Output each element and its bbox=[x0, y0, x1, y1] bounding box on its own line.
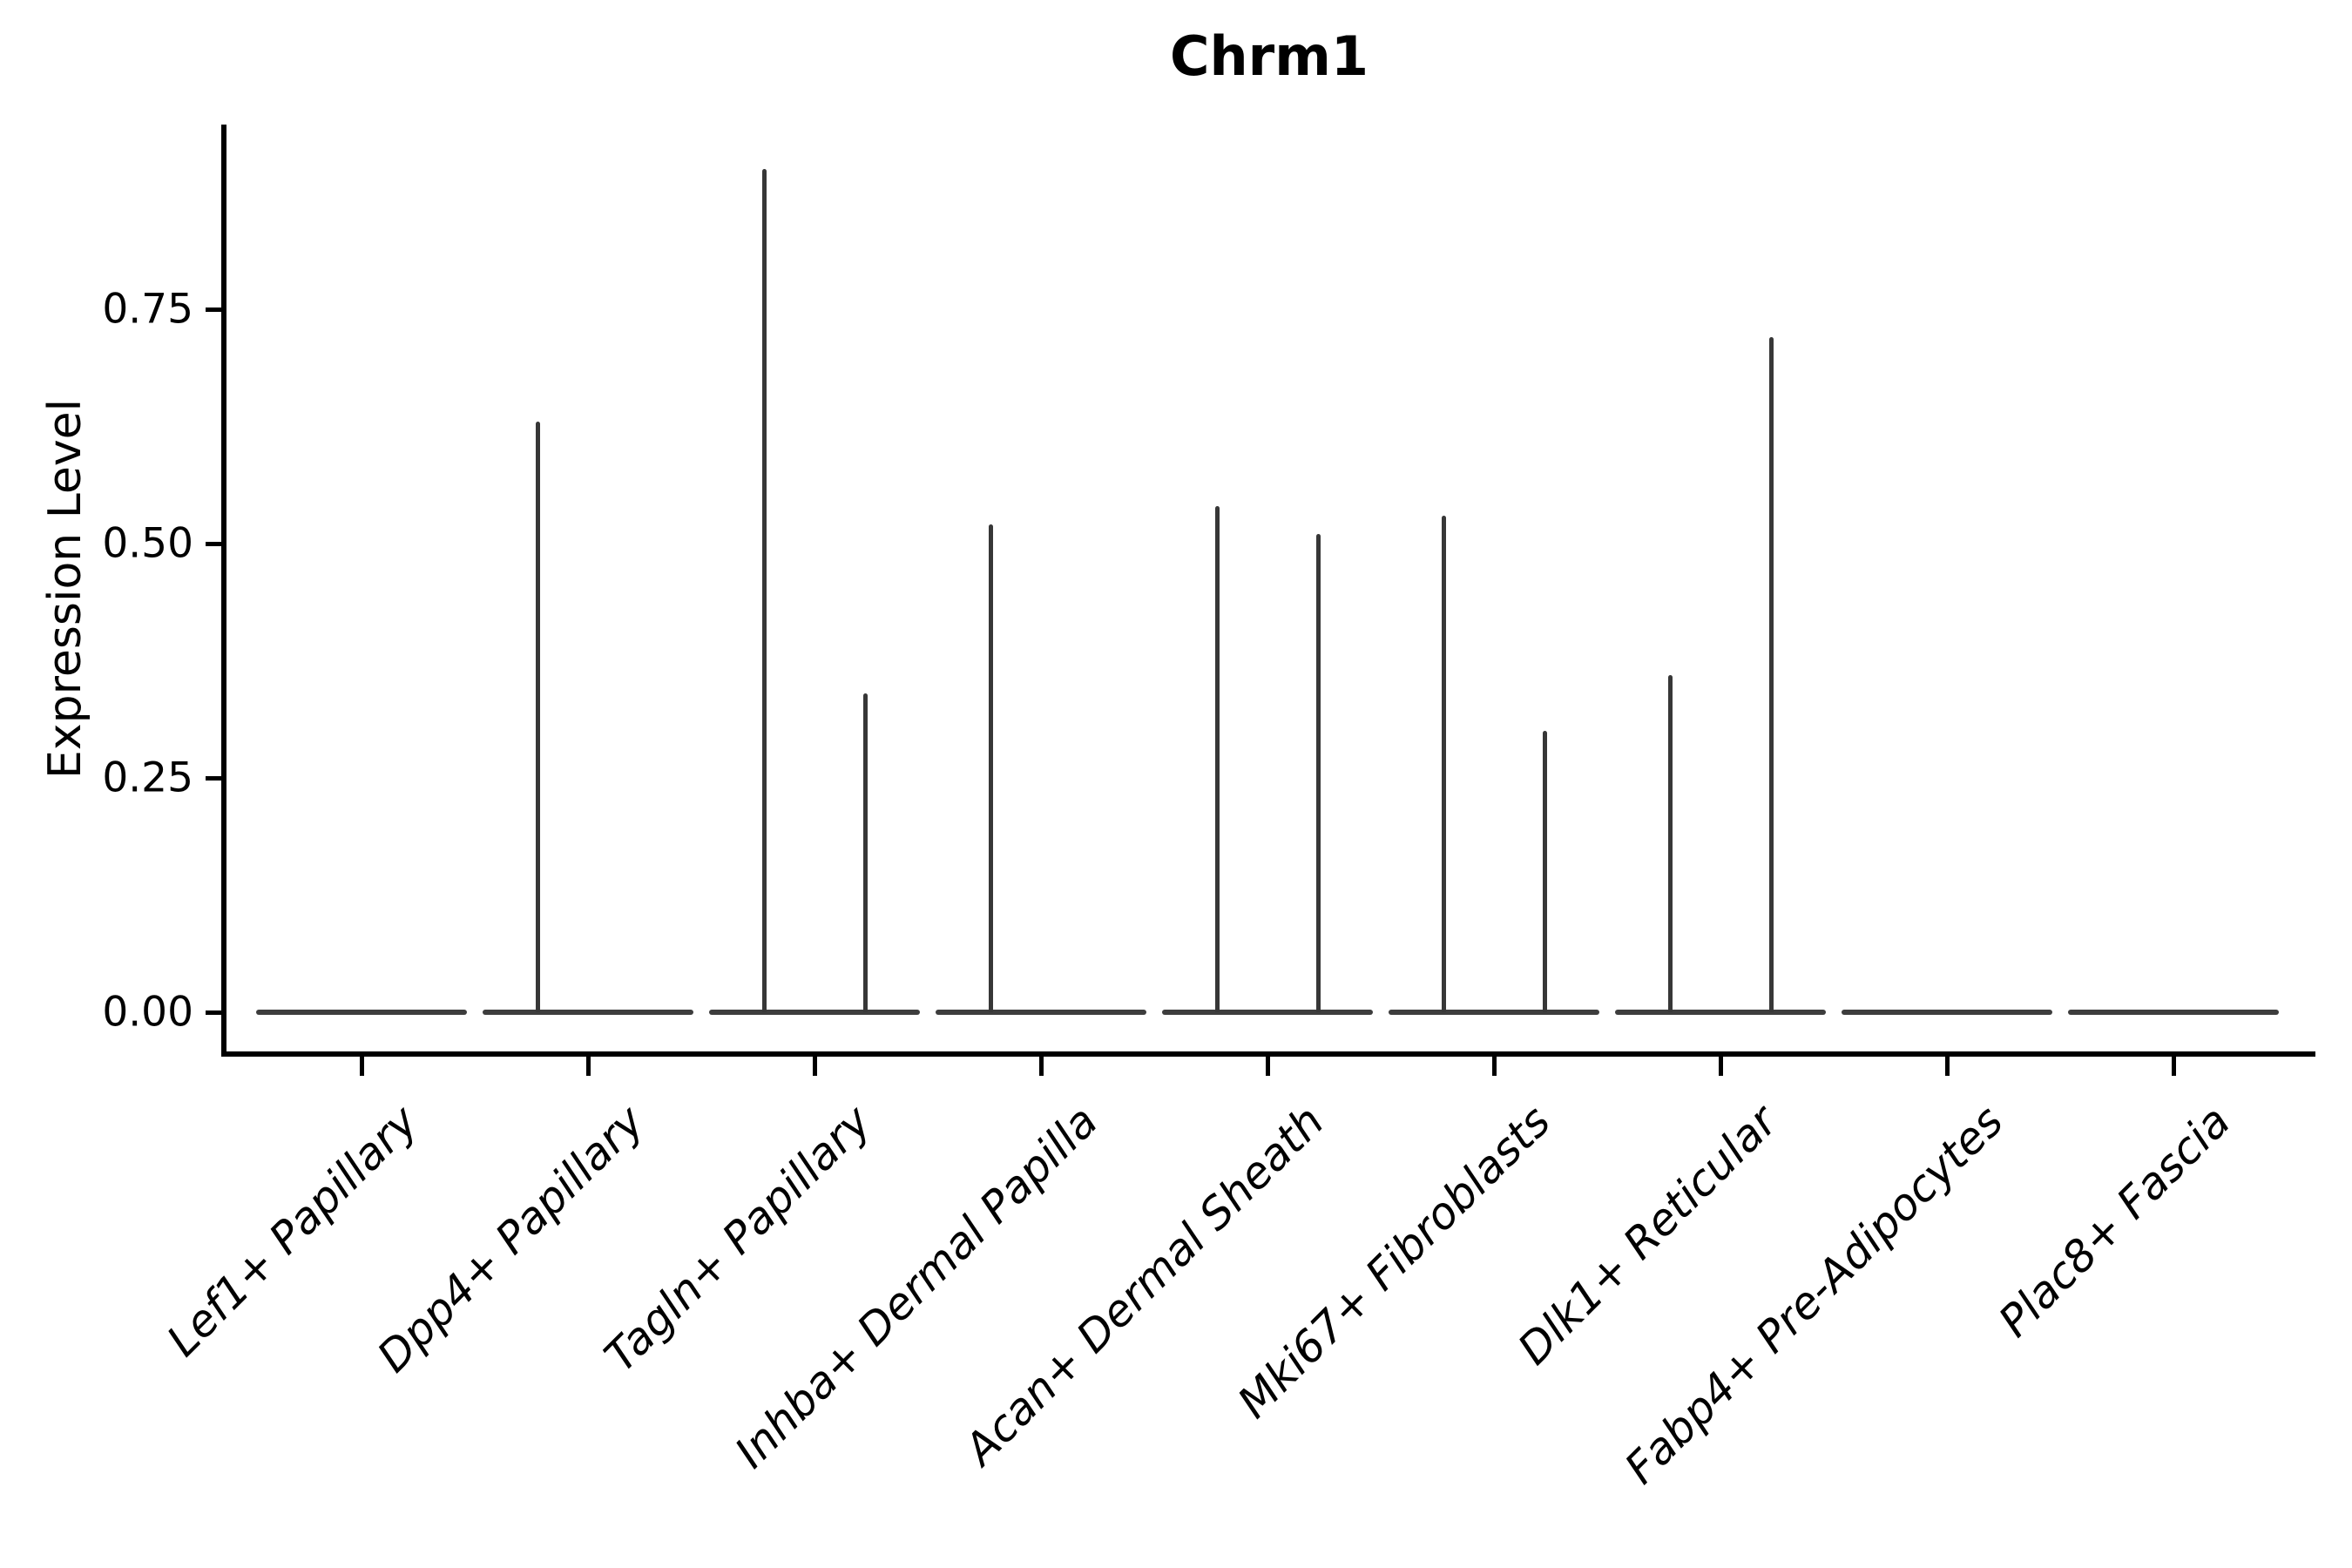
violin-base bbox=[709, 1010, 920, 1015]
y-tick-label: 0.00 bbox=[102, 988, 193, 1037]
violin-spike bbox=[1768, 337, 1774, 1012]
y-tick-label: 0.50 bbox=[102, 519, 193, 568]
violin-spike bbox=[535, 422, 540, 1012]
violin-base bbox=[936, 1010, 1146, 1015]
violin-spike bbox=[988, 524, 993, 1012]
y-axis-spine bbox=[221, 125, 226, 1057]
x-tick-mark bbox=[1038, 1057, 1044, 1076]
violin-base bbox=[483, 1010, 693, 1015]
x-tick-label: Plac8+ Fascia bbox=[1989, 1096, 2240, 1347]
x-tick-label: Inhba+ Dermal Papilla bbox=[725, 1096, 1108, 1478]
violin-base bbox=[1389, 1010, 1599, 1015]
x-tick-label: Acan+ Dermal Sheath bbox=[955, 1096, 1335, 1475]
x-tick-mark bbox=[2171, 1057, 2176, 1076]
y-tick-mark bbox=[206, 1010, 222, 1015]
violin-base bbox=[1615, 1010, 1826, 1015]
x-axis-spine bbox=[221, 1051, 2315, 1057]
x-tick-mark bbox=[812, 1057, 817, 1076]
x-tick-mark bbox=[1491, 1057, 1497, 1076]
violin-spike bbox=[862, 693, 868, 1012]
violin-base bbox=[1162, 1010, 1373, 1015]
violin-spike bbox=[1214, 505, 1220, 1012]
violin-base bbox=[2068, 1010, 2279, 1015]
x-tick-mark bbox=[1265, 1057, 1270, 1076]
violin-spike bbox=[1441, 515, 1446, 1012]
violin-base bbox=[1842, 1010, 2052, 1015]
violin-spike bbox=[1315, 534, 1321, 1012]
x-tick-mark bbox=[585, 1057, 591, 1076]
y-tick-label: 0.75 bbox=[102, 285, 193, 334]
violin-base bbox=[256, 1010, 467, 1015]
y-tick-mark bbox=[206, 307, 222, 312]
x-tick-label: Fabp4+ Pre-Adipocytes bbox=[1615, 1096, 2014, 1494]
y-tick-label: 0.25 bbox=[102, 754, 193, 802]
violin-spike bbox=[761, 168, 767, 1012]
violin-spike bbox=[1667, 674, 1673, 1012]
violin-spike bbox=[1542, 731, 1547, 1012]
y-axis-label: Expression Level bbox=[39, 398, 91, 780]
y-tick-mark bbox=[206, 775, 222, 781]
y-tick-mark bbox=[206, 541, 222, 546]
x-tick-mark bbox=[1718, 1057, 1723, 1076]
plot-title: Chrm1 bbox=[1170, 24, 1369, 88]
x-tick-mark bbox=[359, 1057, 364, 1076]
x-tick-mark bbox=[1944, 1057, 1950, 1076]
